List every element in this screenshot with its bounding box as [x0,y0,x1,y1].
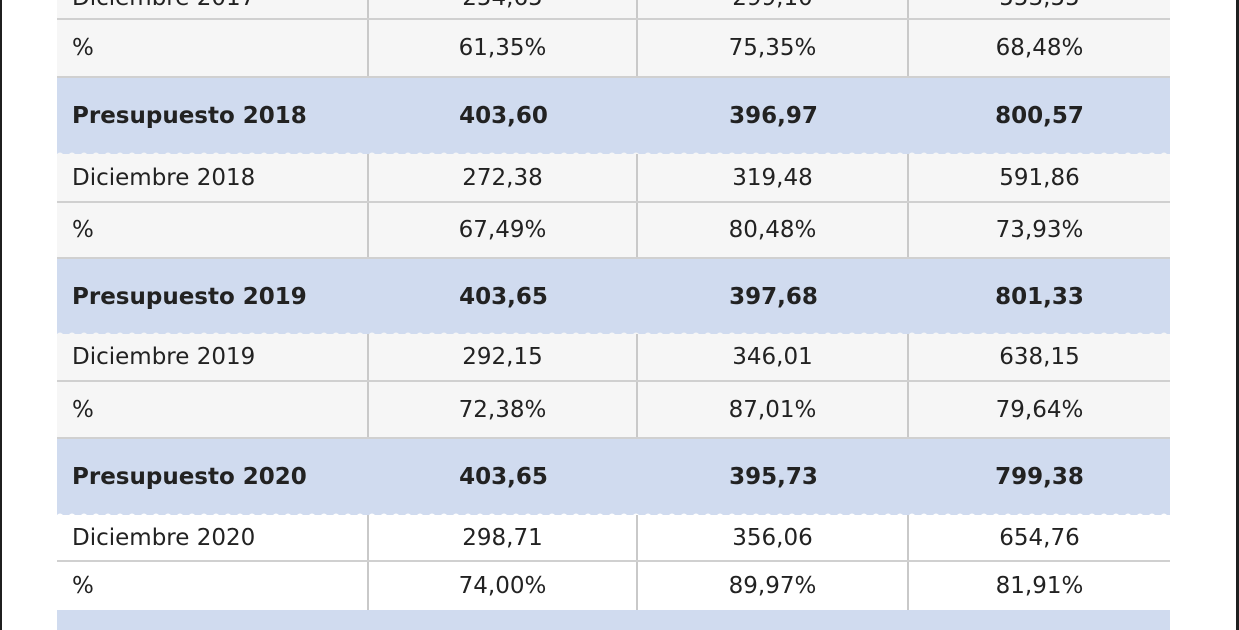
value-cell: 67,49% [369,203,638,257]
row-label: Diciembre 2017 [57,0,369,18]
row-label: Presupuesto 2020 [72,464,307,490]
value-cell: 74,00% [369,562,638,610]
value-cell: 80,48% [638,203,909,257]
value-cell: 254,65 [369,0,638,18]
table-row: Diciembre 2017 254,65 299,10 553,55 [57,0,1170,20]
row-label: Diciembre 2020 [57,515,369,560]
value-cell: 299,10 [638,0,909,18]
value-cell: 89,97% [638,562,909,610]
value-cell: 75,35% [638,20,909,76]
total-cell: 799,38 [995,464,1084,490]
table-row: Diciembre 2019 292,15 346,01 638,15 [57,334,1170,382]
total-cell: 654,76 [999,524,1080,551]
row-label: % [57,562,369,610]
value-cell: 272,38 [369,154,638,201]
row-label [57,610,369,630]
total-cell: 79,64% [995,396,1084,423]
budget-row [57,610,1170,630]
total-cell: 73,93% [995,217,1084,243]
table-row: % 72,38% 87,01% 79,64% [57,382,1170,439]
table-row: % 74,00% 89,97% 81,91% [57,562,1170,612]
value-cell: 403,65 [459,283,548,310]
budget-row: Presupuesto 2018 403,60 396,97 800,57 [57,78,1170,154]
value-cell: 403,60 [459,103,548,129]
value-cell: 397,68 [729,283,818,310]
total-cell: 800,57 [995,103,1084,129]
total-cell: 81,91% [995,573,1084,599]
value-cell: 346,01 [638,334,909,380]
row-label: % [57,20,369,76]
value-cell: 356,06 [638,515,909,560]
table-row: Diciembre 2020 298,71 356,06 654,76 [57,515,1170,562]
page-frame-right [1236,0,1239,630]
value-cell [638,610,909,630]
value-cell: 319,48 [638,154,909,201]
total-cell: 801,33 [995,283,1084,310]
value-cell: 61,35% [369,20,638,76]
row-label: Diciembre 2018 [57,154,369,201]
value-cell: 72,38% [369,382,638,437]
value-cell [369,610,638,630]
row-label: % [57,382,369,437]
table-row: % 61,35% 75,35% 68,48% [57,20,1170,78]
table-row: % 67,49% 80,48% 73,93% [57,203,1170,259]
budget-table: Diciembre 2017 254,65 299,10 553,55 % 61… [57,0,1170,630]
total-cell: 68,48% [995,35,1084,61]
value-cell: 396,97 [729,103,818,129]
table-row: Diciembre 2018 272,38 319,48 591,86 [57,154,1170,203]
budget-row: Presupuesto 2020 403,65 395,73 799,38 [57,439,1170,515]
value-cell: 87,01% [638,382,909,437]
total-cell: 638,15 [999,344,1080,370]
row-label: % [57,203,369,257]
row-label: Diciembre 2019 [57,334,369,380]
row-label: Presupuesto 2018 [72,103,307,129]
value-cell: 403,65 [459,464,548,490]
row-label: Presupuesto 2019 [72,283,307,310]
value-cell: 292,15 [369,334,638,380]
total-cell [909,610,1170,630]
budget-row: Presupuesto 2019 403,65 397,68 801,33 [57,259,1170,334]
value-cell: 395,73 [729,464,818,490]
page-frame-left [0,0,2,630]
value-cell: 298,71 [369,515,638,560]
total-cell: 553,55 [909,0,1170,18]
total-cell: 591,86 [999,164,1080,191]
